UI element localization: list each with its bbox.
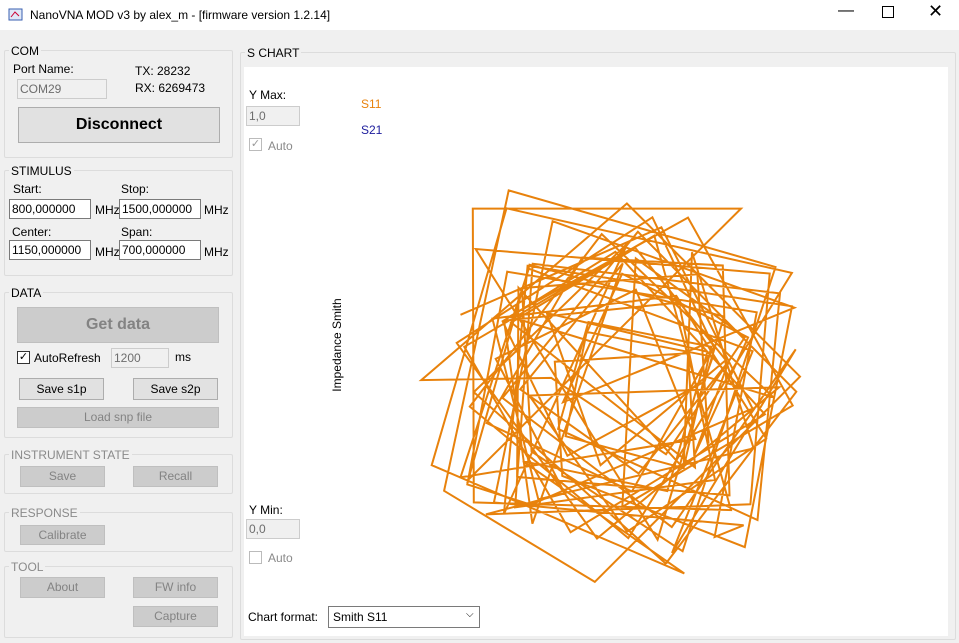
label: Stop:: [121, 182, 150, 196]
get-data-button: Get data: [17, 307, 219, 343]
save-button: Save: [20, 466, 105, 487]
auto-refresh-checkbox[interactable]: ✓: [17, 351, 30, 364]
unit: MHz: [95, 245, 120, 259]
auto-max-checkbox: ✓: [249, 138, 262, 151]
stop-input[interactable]: 1500,000000: [119, 199, 201, 219]
auto-min-checkbox: [249, 551, 262, 564]
smith-chart: [418, 189, 802, 584]
save-s2p-button[interactable]: Save s2p: [133, 378, 218, 400]
span-input[interactable]: 700,000000: [119, 240, 201, 260]
maximize-button[interactable]: [882, 6, 894, 18]
tx-count: TX: 28232: [135, 64, 191, 78]
rx-count: RX: 6269473: [135, 81, 206, 95]
y-axis-label: Impedance Smith: [330, 298, 344, 392]
label: Port Name:: [13, 62, 74, 76]
window-title: NanoVNA MOD v3 by alex_m - [firmware ver…: [30, 8, 331, 22]
capture-button: Capture: [133, 606, 218, 627]
load-snp-button: Load snp file: [17, 407, 219, 428]
unit: MHz: [204, 203, 229, 217]
group-label: TOOL: [9, 560, 46, 574]
stimulus-group: [4, 170, 233, 276]
title-bar: [0, 0, 959, 30]
center-input[interactable]: 1150,000000: [9, 240, 91, 260]
app-icon: [8, 8, 23, 21]
label: Start:: [13, 182, 42, 196]
chart-format-combo[interactable]: Smith S11: [328, 606, 480, 628]
calibrate-button: Calibrate: [20, 525, 105, 545]
unit: ms: [175, 350, 191, 364]
save-s1p-button[interactable]: Save s1p: [19, 378, 104, 400]
recall-button: Recall: [133, 466, 218, 487]
label: Y Max:: [249, 88, 287, 102]
s11-trace: [418, 189, 802, 584]
group-label: RESPONSE: [9, 506, 80, 520]
legend-entry: S21: [361, 123, 383, 137]
unit: MHz: [204, 245, 229, 259]
unit: MHz: [95, 203, 120, 217]
label: Chart format:: [248, 610, 319, 624]
about-button: About: [20, 577, 105, 598]
combo-arrow: ⌵: [466, 609, 474, 620]
port-combo: COM29: [17, 79, 107, 99]
group-label: COM: [9, 44, 41, 58]
start-input[interactable]: 800,000000: [9, 199, 91, 219]
close-button[interactable]: ✕: [928, 1, 944, 21]
fw-info-button: FW info: [133, 577, 218, 598]
legend-entry: S11: [361, 97, 382, 111]
label: AutoRefresh: [34, 351, 101, 365]
disconnect-button[interactable]: Disconnect: [18, 107, 220, 143]
group-label: INSTRUMENT STATE: [9, 448, 132, 462]
group-label: S CHART: [245, 46, 302, 60]
label: Y Min:: [249, 503, 283, 517]
s-chart-group: [240, 52, 956, 640]
response-group: [4, 512, 233, 552]
tool-group: [4, 566, 233, 638]
label: Auto: [268, 139, 293, 153]
y-min-input: 0,0: [246, 519, 300, 539]
label: Auto: [268, 551, 293, 565]
label: Span:: [121, 225, 153, 239]
group-label: STIMULUS: [9, 164, 74, 178]
group-label: DATA: [9, 286, 44, 300]
y-max-input: 1,0: [246, 106, 300, 126]
com-group: [4, 50, 233, 158]
data-group: [4, 292, 233, 438]
interval-input: 1200: [111, 348, 169, 368]
minimize-button[interactable]: —: [838, 2, 854, 19]
label: Center:: [12, 225, 52, 239]
